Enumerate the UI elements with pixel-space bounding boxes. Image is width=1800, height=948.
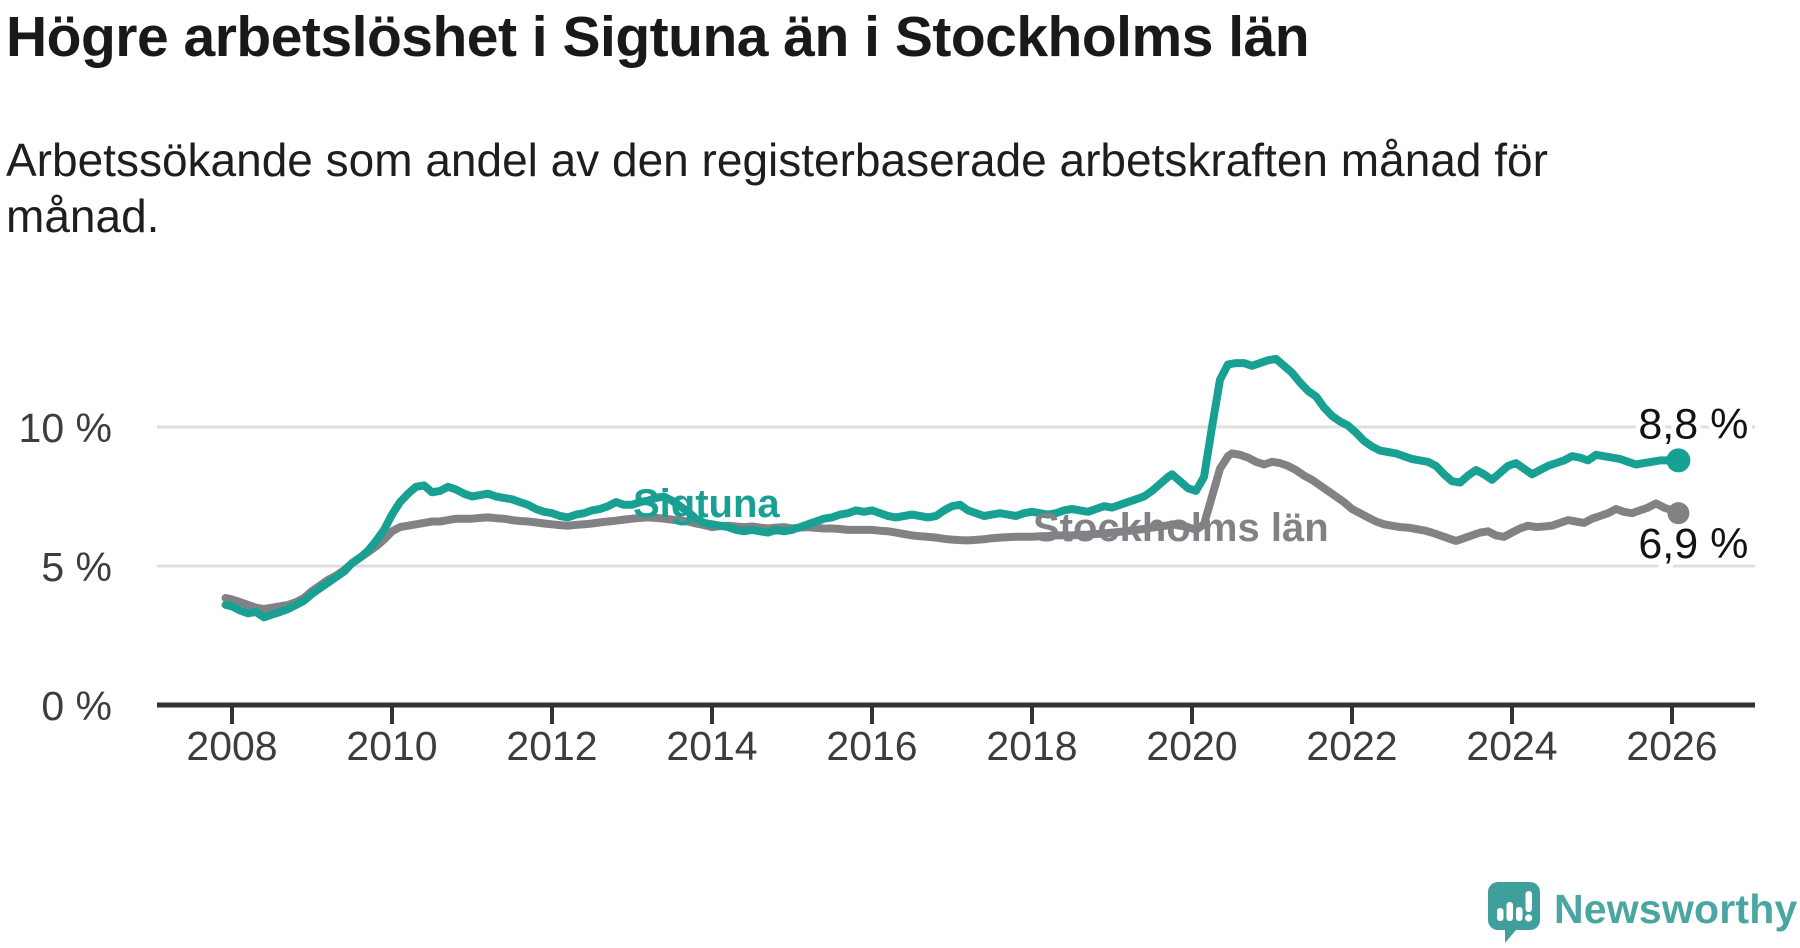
svg-text:8,8 %: 8,8 % (1638, 400, 1748, 448)
svg-text:2010: 2010 (346, 723, 437, 769)
svg-text:2016: 2016 (826, 723, 917, 769)
newsworthy-logo: Newsworthy (1488, 882, 1798, 944)
page-title: Högre arbetslöshet i Sigtuna än i Stockh… (6, 5, 1310, 69)
svg-text:2022: 2022 (1306, 723, 1397, 769)
svg-text:2018: 2018 (986, 723, 1077, 769)
svg-text:2020: 2020 (1146, 723, 1237, 769)
svg-text:2014: 2014 (666, 723, 757, 769)
subtitle-line-1: Arbetssökande som andel av den registerb… (6, 134, 1548, 186)
svg-text:Sigtuna: Sigtuna (633, 482, 780, 526)
svg-text:2008: 2008 (186, 723, 277, 769)
svg-text:0 %: 0 % (41, 683, 112, 729)
svg-text:2026: 2026 (1626, 723, 1717, 769)
newsworthy-logo-text: Newsworthy (1554, 885, 1798, 932)
svg-text:Stockholms län: Stockholms län (1033, 506, 1329, 550)
chart-subtitle: Arbetssökande som andel av den registerb… (6, 132, 1766, 244)
svg-text:6,9 %: 6,9 % (1638, 520, 1748, 568)
svg-text:2024: 2024 (1466, 723, 1557, 769)
subtitle-line-2: månad. (6, 190, 160, 242)
svg-text:2012: 2012 (506, 723, 597, 769)
newsworthy-logo-icon (1488, 882, 1540, 943)
svg-text:5 %: 5 % (41, 544, 112, 590)
svg-text:10 %: 10 % (19, 405, 112, 451)
